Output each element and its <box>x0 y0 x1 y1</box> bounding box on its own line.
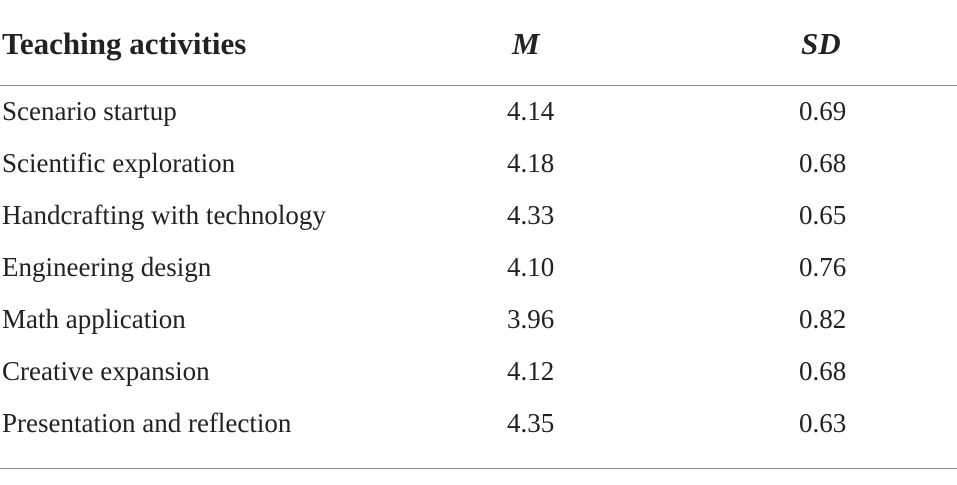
activity-cell: Handcrafting with technology <box>2 200 326 230</box>
sd-cell: 0.68 <box>799 356 847 386</box>
mean-cell: 3.96 <box>507 304 555 334</box>
mean-cell: 4.33 <box>507 200 555 230</box>
header-mean: M <box>512 26 540 61</box>
mean-cell: 4.35 <box>507 408 555 438</box>
table-row: Scenario startup 4.14 0.69 <box>0 92 957 144</box>
sd-cell: 0.82 <box>799 304 847 334</box>
mean-cell: 4.12 <box>507 356 555 386</box>
table-row: Math application 3.96 0.82 <box>0 300 957 352</box>
header-teaching-activities: Teaching activities <box>2 26 247 61</box>
sd-cell: 0.69 <box>799 96 847 126</box>
sd-cell: 0.76 <box>799 252 847 282</box>
sd-cell: 0.65 <box>799 200 847 230</box>
table-row: Presentation and reflection 4.35 0.63 <box>0 404 957 456</box>
sd-cell: 0.63 <box>799 408 847 438</box>
table-body: Scenario startup 4.14 0.69 Scientific ex… <box>0 86 957 456</box>
mean-cell: 4.18 <box>507 148 555 178</box>
table-row: Scientific exploration 4.18 0.68 <box>0 144 957 196</box>
activity-cell: Scientific exploration <box>2 148 236 178</box>
activity-cell: Creative expansion <box>2 356 210 386</box>
table-row: Handcrafting with technology 4.33 0.65 <box>0 196 957 248</box>
activity-cell: Presentation and reflection <box>2 408 292 438</box>
bottom-rule <box>0 468 957 469</box>
activity-cell: Scenario startup <box>2 96 177 126</box>
header-sd: SD <box>801 26 841 61</box>
mean-cell: 4.10 <box>507 252 555 282</box>
data-table: Teaching activities M SD Scenario startu… <box>0 0 957 469</box>
table-row: Engineering design 4.10 0.76 <box>0 248 957 300</box>
table-row: Creative expansion 4.12 0.68 <box>0 352 957 404</box>
table-header-row: Teaching activities M SD <box>0 0 957 86</box>
sd-cell: 0.68 <box>799 148 847 178</box>
mean-cell: 4.14 <box>507 96 555 126</box>
activity-cell: Math application <box>2 304 186 334</box>
activity-cell: Engineering design <box>2 252 212 282</box>
